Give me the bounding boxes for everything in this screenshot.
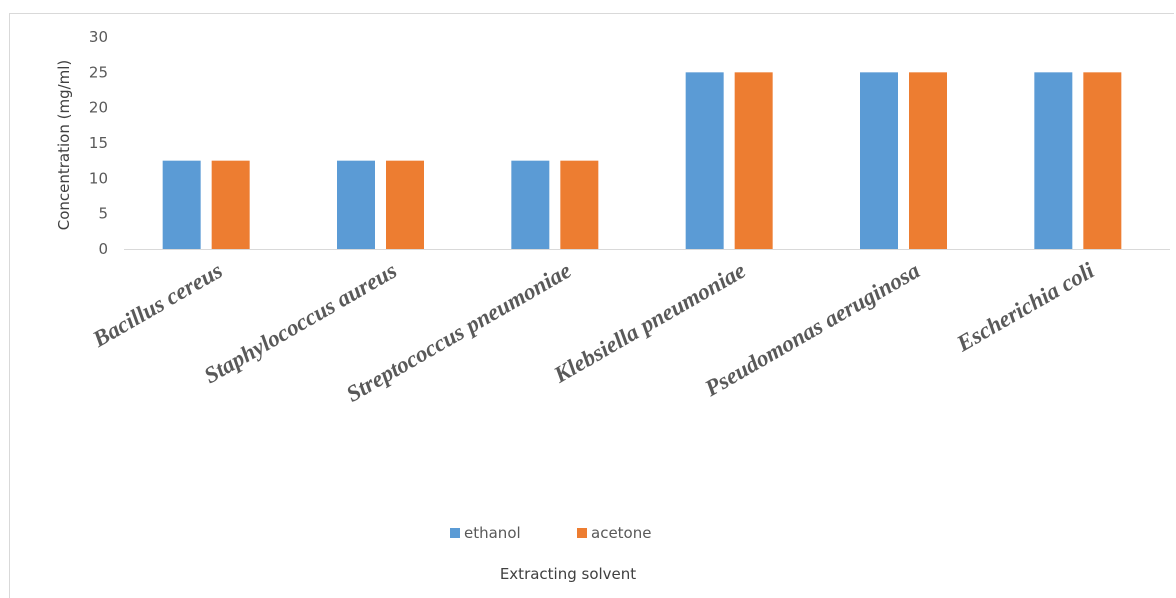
bar-acetone [909, 72, 947, 249]
x-axis-title: Extracting solvent [500, 565, 636, 583]
bar-ethanol [1034, 72, 1073, 249]
legend-label-acetone: acetone [591, 524, 651, 542]
legend: ethanol acetone [450, 524, 651, 542]
legend-label-ethanol: ethanol [464, 524, 521, 542]
x-category-label: Bacillus cereus [88, 258, 227, 353]
bar-ethanol [685, 72, 724, 249]
y-tick-label: 30 [89, 28, 108, 46]
y-tick-label: 10 [89, 169, 108, 187]
y-tick-label: 15 [89, 134, 108, 152]
bar-ethanol [511, 160, 550, 249]
y-tick-label: 5 [98, 205, 108, 223]
bar-acetone [211, 160, 250, 249]
bars [162, 72, 1122, 249]
bar-acetone [1083, 72, 1122, 249]
legend-swatch-ethanol [450, 528, 460, 538]
bar-ethanol [337, 160, 375, 249]
bar-acetone [560, 160, 599, 249]
y-axis-ticks: 0 5 10 15 20 25 30 [89, 28, 108, 258]
chart-frame [9, 13, 1174, 598]
bar-ethanol [860, 72, 898, 249]
y-tick-label: 25 [89, 63, 108, 81]
y-axis-title: Concentration (mg/ml) [55, 60, 73, 231]
legend-swatch-acetone [577, 528, 587, 538]
y-tick-label: 0 [98, 240, 108, 258]
y-tick-label: 20 [89, 99, 108, 117]
bar-acetone [734, 72, 773, 249]
bar-ethanol [162, 160, 201, 249]
x-category-label: Escherichia coli [952, 257, 1099, 356]
bar-acetone [386, 160, 424, 249]
